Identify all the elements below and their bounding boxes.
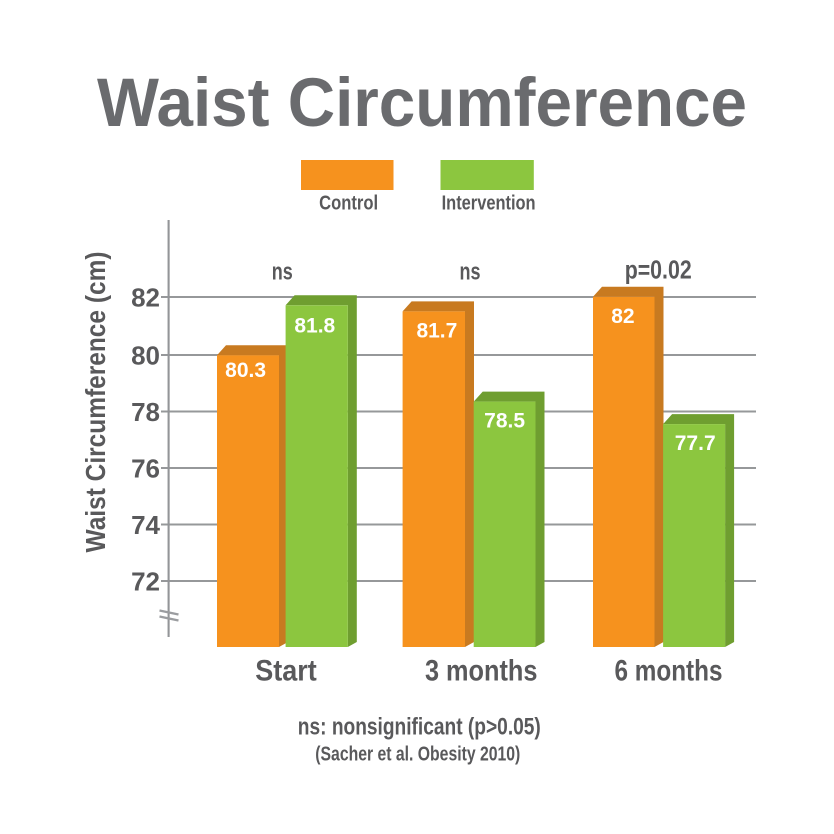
svg-text:Waist Circumference (cm): Waist Circumference (cm) [80, 252, 111, 553]
svg-text:(Sacher et al. Obesity 2010): (Sacher et al. Obesity 2010) [315, 744, 520, 766]
svg-text:80: 80 [131, 340, 160, 370]
svg-text:p=0.02: p=0.02 [625, 255, 692, 285]
svg-text:82: 82 [131, 282, 160, 312]
svg-text:3 months: 3 months [425, 655, 538, 688]
svg-text:6 months: 6 months [615, 655, 723, 688]
svg-text:78: 78 [131, 397, 160, 427]
svg-text:Intervention: Intervention [442, 192, 536, 214]
svg-text:77.7: 77.7 [675, 432, 716, 455]
svg-text:76: 76 [131, 453, 160, 483]
svg-text:74: 74 [131, 510, 160, 540]
svg-text:ns: ns [272, 259, 293, 286]
svg-text:80.3: 80.3 [225, 359, 266, 382]
svg-text:ns: nonsignificant (p>0.05): ns: nonsignificant (p>0.05) [298, 713, 541, 740]
svg-text:Start: Start [255, 655, 317, 688]
svg-text:ns: ns [460, 259, 481, 286]
svg-text:81.7: 81.7 [416, 319, 457, 342]
svg-text:Waist Circumference: Waist Circumference [97, 64, 747, 141]
svg-text:81.8: 81.8 [294, 315, 335, 338]
svg-text:Control: Control [319, 192, 378, 214]
svg-text:78.5: 78.5 [484, 410, 525, 433]
svg-text:72: 72 [131, 566, 160, 596]
svg-text:82: 82 [611, 305, 634, 328]
